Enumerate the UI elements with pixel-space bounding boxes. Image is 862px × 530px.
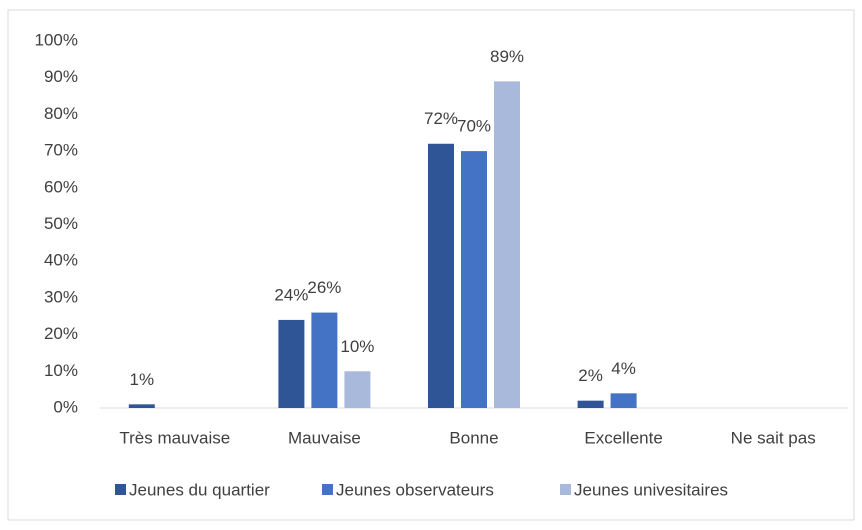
y-tick-label: 20% [44, 324, 78, 343]
x-tick-label: Très mauvaise [119, 428, 230, 447]
data-label: 89% [490, 47, 524, 66]
legend-swatch [115, 484, 126, 495]
y-tick-label: 40% [44, 251, 78, 270]
y-tick-label: 30% [44, 287, 78, 306]
y-tick-label: 0% [53, 397, 78, 416]
legend-swatch [322, 484, 333, 495]
data-label: 72% [424, 109, 458, 128]
x-tick-label: Bonne [449, 428, 498, 447]
y-tick-label: 80% [44, 104, 78, 123]
y-tick-label: 70% [44, 141, 78, 160]
bar [494, 81, 520, 409]
bar [610, 393, 637, 408]
bar [311, 312, 338, 408]
bar [428, 143, 454, 408]
bar [461, 151, 487, 408]
data-label: 24% [274, 285, 308, 304]
x-tick-label: Ne sait pas [731, 428, 816, 447]
x-tick-label: Mauvaise [288, 428, 361, 447]
data-label: 70% [457, 117, 491, 136]
data-label: 4% [611, 359, 636, 378]
legend-label: Jeunes univesitaires [574, 480, 728, 499]
legend-label: Jeunes observateurs [336, 480, 494, 499]
data-label: 2% [578, 366, 603, 385]
y-tick-label: 60% [44, 177, 78, 196]
y-tick-label: 10% [44, 361, 78, 380]
bar [128, 404, 155, 408]
x-tick-label: Excellente [584, 428, 662, 447]
y-tick-label: 100% [35, 30, 78, 49]
data-label: 10% [340, 337, 374, 356]
y-tick-label: 50% [44, 214, 78, 233]
legend-swatch [560, 484, 571, 495]
legend-label: Jeunes du quartier [129, 480, 270, 499]
data-label: 1% [130, 370, 155, 389]
bar [344, 371, 371, 408]
y-tick-label: 90% [44, 67, 78, 86]
bar [577, 400, 604, 408]
bar [278, 319, 305, 408]
data-label: 26% [307, 278, 341, 297]
